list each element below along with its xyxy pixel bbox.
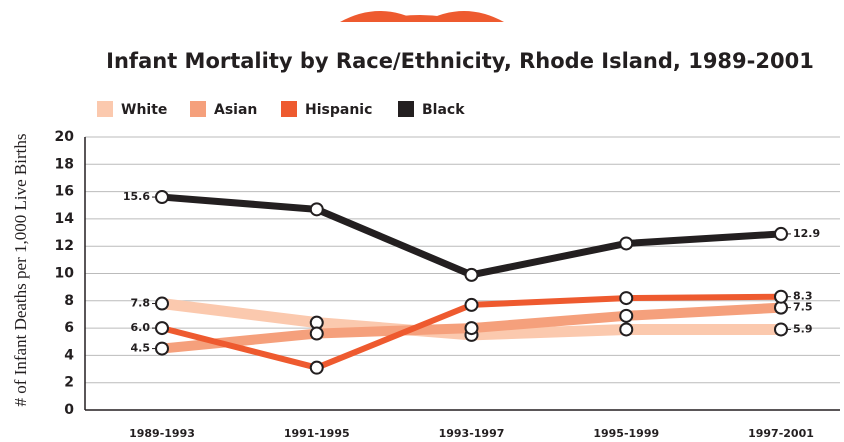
- y-tick-label: 20: [55, 129, 75, 145]
- value-label: 15.6: [123, 190, 150, 203]
- y-tick-label: 4: [64, 347, 74, 363]
- data-point: [156, 298, 168, 310]
- legend-swatch: [190, 101, 206, 117]
- data-point: [466, 322, 478, 334]
- value-label: 6.0: [131, 321, 151, 334]
- data-point: [311, 362, 323, 374]
- legend-swatch: [281, 101, 297, 117]
- x-tick-label: 1995-1999: [593, 427, 659, 440]
- x-tick-label: 1989-1993: [129, 427, 195, 440]
- data-point: [311, 328, 323, 340]
- series-line: [162, 197, 781, 275]
- data-point: [466, 299, 478, 311]
- y-tick-label: 2: [64, 375, 74, 391]
- value-label: 12.9: [793, 227, 820, 240]
- data-point: [620, 310, 632, 322]
- y-tick-label: 18: [55, 156, 74, 172]
- x-tick-label: 1991-1995: [284, 427, 350, 440]
- data-point: [620, 237, 632, 249]
- value-label: 4.5: [131, 342, 151, 355]
- legend-label: Asian: [214, 102, 257, 118]
- data-point: [466, 269, 478, 281]
- value-label: 7.8: [131, 297, 151, 310]
- legend-swatch: [97, 101, 113, 117]
- data-point: [620, 323, 632, 335]
- x-tick-label: 1993-1997: [439, 427, 505, 440]
- data-point: [156, 322, 168, 334]
- value-label: 8.3: [793, 290, 813, 303]
- data-point: [775, 323, 787, 335]
- y-tick-label: 0: [64, 402, 74, 418]
- decoration: [340, 11, 504, 22]
- y-tick-label: 6: [64, 320, 74, 336]
- legend-label: White: [121, 102, 167, 118]
- chart: Infant Mortality by Race/Ethnicity, Rhod…: [0, 0, 844, 442]
- data-point: [775, 228, 787, 240]
- y-tick-label: 8: [64, 293, 74, 309]
- y-tick-label: 16: [55, 184, 74, 200]
- x-tick-label: 1997-2001: [748, 427, 814, 440]
- y-tick-label: 10: [55, 266, 75, 282]
- legend-label: Black: [422, 102, 465, 118]
- data-point: [311, 203, 323, 215]
- chart-title: Infant Mortality by Race/Ethnicity, Rhod…: [106, 49, 814, 73]
- legend-swatch: [398, 101, 414, 117]
- value-label: 5.9: [793, 322, 813, 335]
- data-point: [156, 191, 168, 203]
- y-axis-label: # of Infant Deaths per 1,000 Live Births: [11, 134, 30, 407]
- data-point: [156, 343, 168, 355]
- data-point: [620, 292, 632, 304]
- y-tick-label: 14: [55, 211, 75, 227]
- data-point: [775, 291, 787, 303]
- y-tick-label: 12: [55, 238, 74, 254]
- legend-label: Hispanic: [305, 102, 372, 118]
